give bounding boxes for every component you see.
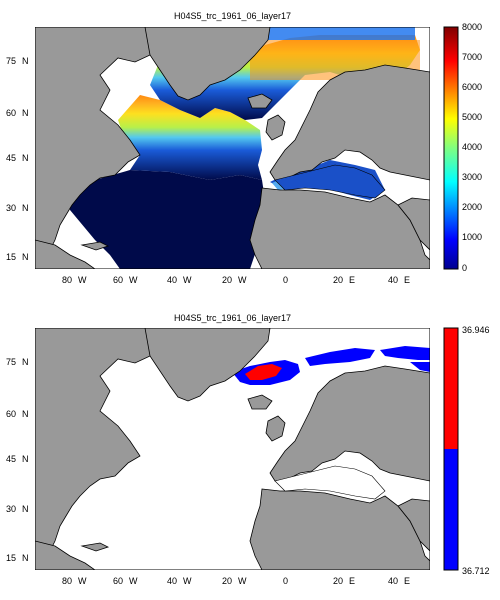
top-colorbar: [443, 26, 459, 270]
top-cb-tick-1000: 1000: [462, 232, 482, 242]
top-lat-labels: 75 N 60 N 45 N 30 N 15 N: [6, 56, 29, 262]
bottom-lat-45-n: N: [22, 454, 29, 464]
bottom-lat-45: 45: [6, 454, 16, 464]
top-lon-40e: 40: [388, 275, 398, 285]
bottom-colorbar: [443, 327, 459, 571]
bottom-lon-80: 80: [62, 576, 72, 586]
top-lon-60-w: W: [129, 275, 138, 285]
top-colorbar-ticks: 8000 7000 6000 5000 4000 3000 2000 1000 …: [462, 22, 482, 273]
top-lat-30: 30: [6, 203, 16, 213]
bottom-lon-20-w: W: [238, 576, 247, 586]
top-lon-20: 20: [222, 275, 232, 285]
bottom-lon-80-w: W: [78, 576, 87, 586]
top-lon-80-w: W: [78, 275, 87, 285]
bottom-lon-20e: 20: [333, 576, 343, 586]
bottom-colorbar-frame: [443, 327, 459, 571]
bottom-lon-20: 20: [222, 576, 232, 586]
bottom-lon-40e: 40: [388, 576, 398, 586]
bottom-lat-60: 60: [6, 409, 16, 419]
top-cb-tick-2000: 2000: [462, 202, 482, 212]
bottom-lon-40: 40: [167, 576, 177, 586]
bottom-lat-15: 15: [6, 553, 16, 563]
top-lon-0: 0: [283, 275, 288, 285]
top-lon-60: 60: [113, 275, 123, 285]
bottom-lat-30: 30: [6, 504, 16, 514]
bottom-cb-tick-max: 36.946: [462, 325, 490, 335]
top-map: [35, 27, 430, 269]
top-lat-45-n: N: [22, 153, 29, 163]
top-lon-40-w: W: [183, 275, 192, 285]
top-lat-60: 60: [6, 108, 16, 118]
bottom-colorbar-blue: [444, 449, 458, 570]
top-lon-labels: 80 W 60 W 40 W 20 W 0 20 E 40 E: [62, 275, 410, 285]
top-lat-60-n: N: [22, 108, 29, 118]
top-field-deep: [70, 170, 265, 269]
bottom-cb-tick-min: 36.712: [462, 566, 490, 576]
bottom-lat-labels: 75 N 60 N 45 N 30 N 15 N: [6, 357, 29, 563]
bottom-lon-20e-e: E: [349, 576, 355, 586]
bottom-lat-30-n: N: [22, 504, 29, 514]
bottom-red-cells: [245, 364, 282, 380]
top-lat-30-n: N: [22, 203, 29, 213]
bottom-colorbar-red: [444, 328, 458, 449]
top-cb-tick-4000: 4000: [462, 142, 482, 152]
top-lat-75: 75: [6, 56, 16, 66]
top-lon-20-w: W: [238, 275, 247, 285]
bottom-lon-0: 0: [283, 576, 288, 586]
top-lon-80: 80: [62, 275, 72, 285]
top-lon-40: 40: [167, 275, 177, 285]
top-cb-tick-3000: 3000: [462, 172, 482, 182]
bottom-lon-60-w: W: [129, 576, 138, 586]
bottom-lat-60-n: N: [22, 409, 29, 419]
top-map-title: H04S5_trc_1961_06_layer17: [173, 11, 292, 21]
top-med-sea: [274, 164, 386, 199]
bottom-lon-40-w: W: [183, 576, 192, 586]
top-lat-15-n: N: [22, 252, 29, 262]
top-lat-45: 45: [6, 153, 16, 163]
top-lat-75-n: N: [22, 56, 29, 66]
bottom-lon-60: 60: [113, 576, 123, 586]
top-lon-20e: 20: [333, 275, 343, 285]
top-cb-tick-5000: 5000: [462, 112, 482, 122]
top-cb-tick-6000: 6000: [462, 82, 482, 92]
bottom-lon-40e-e: E: [404, 576, 410, 586]
top-lon-40e-e: E: [404, 275, 410, 285]
bottom-lat-15-n: N: [22, 553, 29, 563]
top-lon-20e-e: E: [349, 275, 355, 285]
bottom-map: [35, 328, 430, 570]
bottom-lon-labels: 80 W 60 W 40 W 20 W 0 20 E 40 E: [62, 576, 410, 586]
bottom-lat-75-n: N: [22, 357, 29, 367]
bottom-map-title: H04S5_trc_1961_06_layer17: [173, 313, 292, 323]
bottom-lat-75: 75: [6, 357, 16, 367]
bottom-med-sea: [274, 465, 386, 500]
top-lat-15: 15: [6, 252, 16, 262]
top-field-mid: [118, 95, 262, 180]
bottom-land: [35, 328, 430, 570]
top-cb-tick-7000: 7000: [462, 52, 482, 62]
top-land: [35, 27, 430, 269]
top-cb-tick-8000: 8000: [462, 22, 482, 32]
top-cb-tick-0: 0: [462, 263, 467, 273]
